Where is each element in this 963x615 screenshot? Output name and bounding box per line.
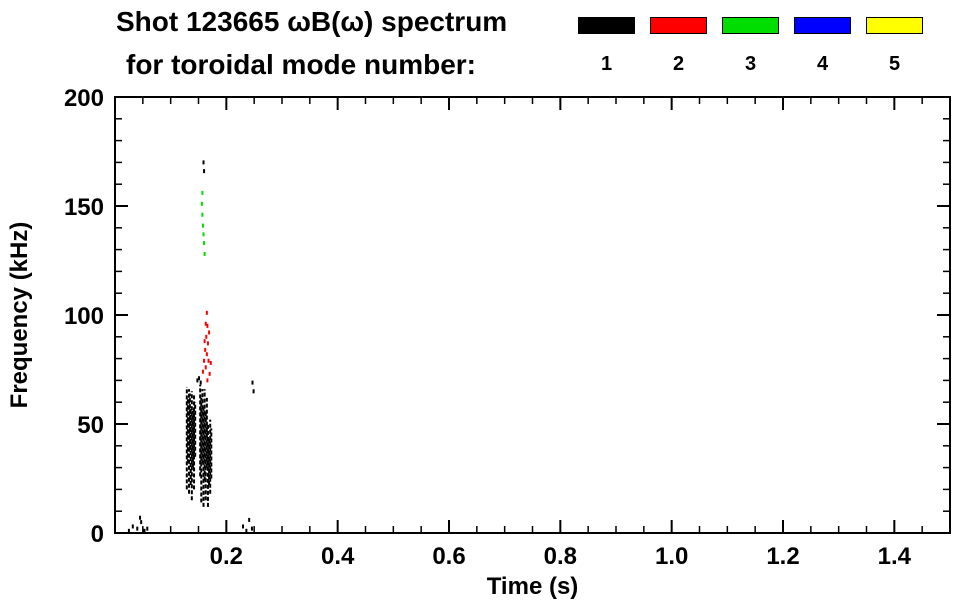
legend-item-mode-5: 5 bbox=[866, 17, 923, 76]
svg-text:50: 50 bbox=[77, 412, 104, 439]
svg-text:1.2: 1.2 bbox=[766, 543, 799, 570]
svg-text:1.0: 1.0 bbox=[655, 543, 688, 570]
svg-text:100: 100 bbox=[64, 303, 104, 330]
x-axis-label: Time (s) bbox=[487, 573, 579, 600]
legend-swatch-mode-2 bbox=[650, 17, 707, 34]
series-mode-3 bbox=[200, 190, 206, 256]
plot-frame bbox=[114, 96, 951, 534]
svg-text:0.2: 0.2 bbox=[210, 543, 243, 570]
legend-label-mode-1: 1 bbox=[600, 53, 613, 75]
legend-swatch-mode-4 bbox=[794, 17, 851, 34]
legend-item-mode-3: 3 bbox=[722, 17, 779, 76]
legend-label-mode-5: 5 bbox=[888, 53, 901, 75]
legend-label-mode-4: 4 bbox=[816, 53, 829, 75]
svg-text:0.4: 0.4 bbox=[321, 543, 355, 570]
svg-text:150: 150 bbox=[64, 194, 104, 221]
legend: 1 2 3 4 5 bbox=[578, 17, 923, 76]
plot-title-line1: Shot 123665 ωB(ω) spectrum bbox=[116, 6, 508, 37]
legend-label-mode-2: 2 bbox=[672, 53, 685, 75]
svg-text:0.8: 0.8 bbox=[544, 543, 577, 570]
legend-swatch-mode-3 bbox=[722, 17, 779, 34]
legend-item-mode-1: 1 bbox=[578, 17, 635, 76]
legend-swatch-mode-1 bbox=[578, 17, 635, 34]
x-tick-labels: 0.2 0.4 0.6 0.8 1.0 1.2 1.4 bbox=[210, 543, 912, 570]
plot-title-line2: for toroidal mode number: bbox=[126, 49, 476, 80]
y-tick-labels: 0 50 100 150 200 bbox=[64, 85, 104, 548]
svg-text:0: 0 bbox=[91, 521, 104, 548]
legend-item-mode-4: 4 bbox=[794, 17, 851, 76]
legend-label-mode-3: 3 bbox=[744, 53, 757, 75]
y-axis-ticks bbox=[115, 96, 950, 534]
legend-item-mode-2: 2 bbox=[650, 17, 707, 76]
svg-text:200: 200 bbox=[64, 85, 104, 112]
legend-swatch-mode-5 bbox=[866, 17, 923, 34]
x-axis-ticks bbox=[142, 97, 923, 533]
series-mode-2 bbox=[201, 310, 212, 383]
svg-text:1.4: 1.4 bbox=[878, 543, 912, 570]
y-axis-label: Frequency (kHz) bbox=[6, 222, 33, 409]
svg-text:0.6: 0.6 bbox=[432, 543, 465, 570]
series-mode-1 bbox=[127, 160, 255, 533]
